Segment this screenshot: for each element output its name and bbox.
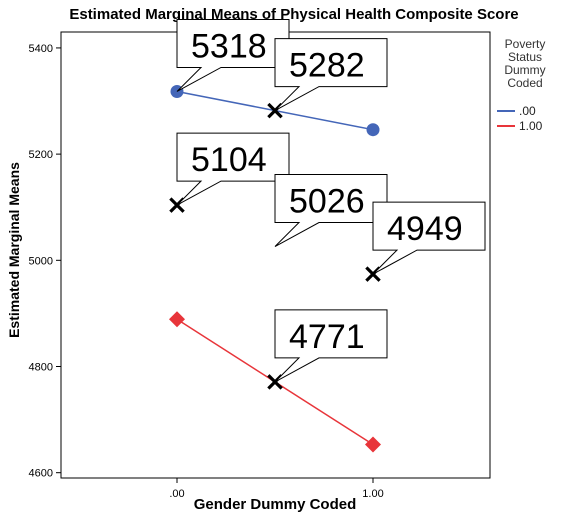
- annotation-label-5: 4771: [289, 318, 365, 356]
- annotation-callout-1: [274, 38, 388, 112]
- annotation-label-4: 4949: [387, 210, 463, 248]
- annotation-label-1: 5282: [289, 47, 365, 85]
- legend-swatch-series-0: [497, 109, 515, 112]
- y-tick-label-3: 5200: [29, 149, 53, 161]
- series-1-point-0: [169, 311, 185, 328]
- legend-item-series-0: .00: [497, 103, 536, 118]
- chart-title: Estimated Marginal Means of Physical Hea…: [69, 6, 519, 23]
- x-tick-label-0: .00: [169, 488, 184, 500]
- annotation-callout-5: [274, 309, 388, 383]
- y-axis: 4600 4800 5000 5200 5400: [29, 43, 61, 480]
- legend-swatch-series-1: [497, 124, 515, 127]
- legend-label-series-1: 1.00: [519, 118, 543, 133]
- x-axis-label: Gender Dummy Coded: [193, 496, 357, 513]
- legend-item-series-1: 1.00: [497, 118, 543, 133]
- annotation-layer: 5318 5282 5104 5026 4949 4771: [169, 18, 486, 390]
- y-tick-label-1: 4800: [29, 362, 53, 374]
- legend-label-series-0: .00: [519, 103, 536, 118]
- y-tick-label-4: 5400: [29, 43, 53, 55]
- series-1-point-1: [365, 436, 381, 453]
- annotation-label-3: 5026: [289, 183, 365, 221]
- annotation-callout-4: [372, 201, 486, 275]
- annotation-label-0: 5318: [191, 27, 267, 65]
- annotation-callout-0: [176, 18, 290, 92]
- y-tick-label-2: 5000: [29, 255, 53, 267]
- plot-frame: [60, 31, 491, 479]
- series-0-point-1: [366, 123, 380, 137]
- x-axis: .00 1.00: [169, 478, 384, 500]
- y-axis-label: Estimated Marginal Means: [6, 162, 22, 338]
- legend-title: Poverty Status Dummy Coded: [504, 37, 546, 90]
- x-tick-label-1: 1.00: [362, 488, 383, 500]
- annotation-callout-2: [176, 132, 290, 206]
- annotation-callout-3: [274, 174, 388, 247]
- y-tick-label-0: 4600: [29, 468, 53, 480]
- annotation-label-2: 5104: [191, 141, 267, 179]
